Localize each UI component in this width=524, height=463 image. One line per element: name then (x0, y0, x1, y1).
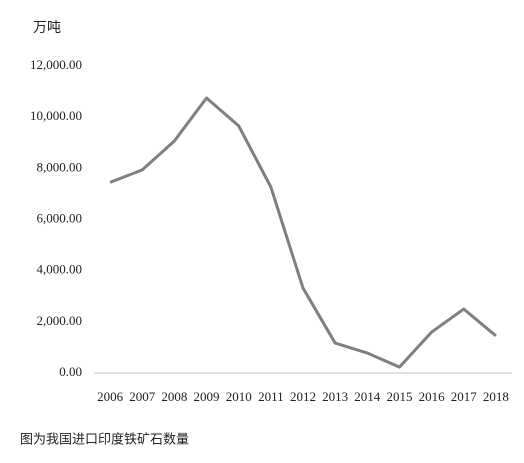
x-tick-label: 2014 (354, 389, 381, 404)
x-tick-label: 2008 (161, 389, 187, 404)
x-tick-label: 2011 (258, 389, 284, 404)
y-tick-label: 4,000.00 (37, 262, 83, 277)
x-tick-label: 2007 (129, 389, 156, 404)
x-tick-label: 2018 (483, 389, 509, 404)
x-tick-label: 2010 (226, 389, 252, 404)
x-tick-label: 2009 (194, 389, 220, 404)
x-tick-label: 2006 (97, 389, 124, 404)
y-tick-label: 12,000.00 (30, 57, 82, 72)
y-tick-label: 2,000.00 (37, 313, 83, 328)
x-tick-label: 2016 (419, 389, 446, 404)
data-line (109, 96, 497, 369)
x-tick-label: 2012 (290, 389, 316, 404)
y-unit-label: 万吨 (33, 20, 61, 36)
x-tick-label: 2017 (451, 389, 478, 404)
x-tick-label: 2015 (386, 389, 412, 404)
y-tick-label: 8,000.00 (37, 159, 83, 174)
caption: 图为我国进口印度铁矿石数量 (20, 432, 189, 448)
y-tick-label: 0.00 (59, 364, 82, 379)
x-tick-label: 2013 (322, 389, 348, 404)
y-tick-label: 10,000.00 (30, 108, 82, 123)
y-tick-label: 6,000.00 (37, 210, 83, 225)
